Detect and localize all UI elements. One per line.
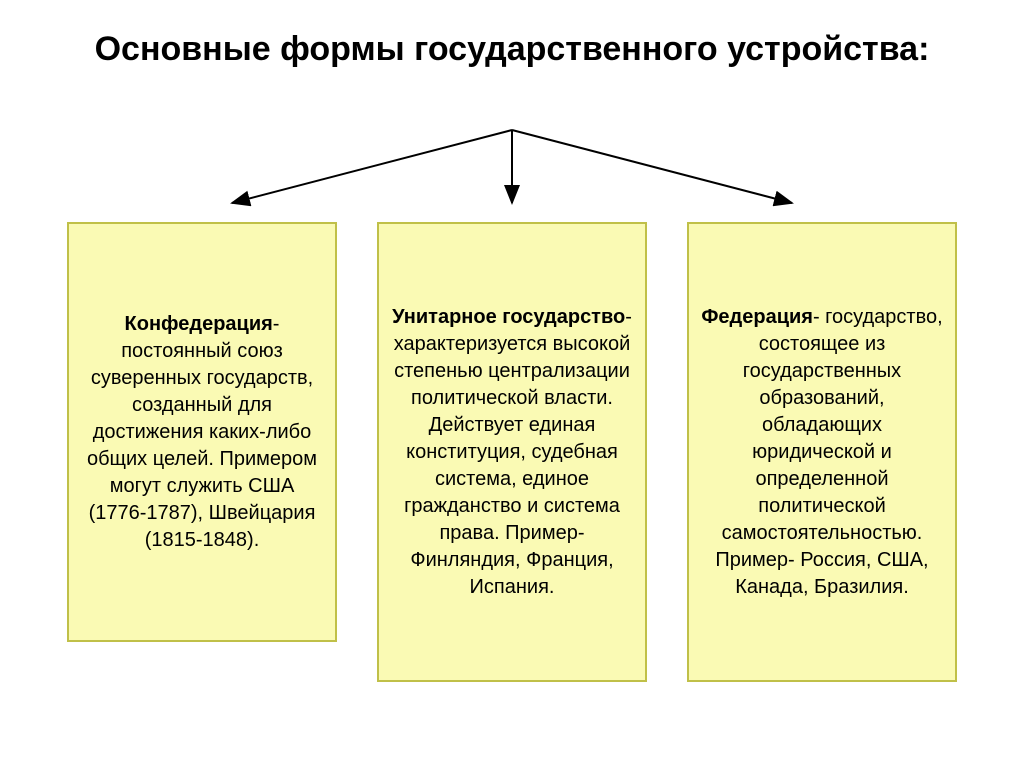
box-content: Конфедерация- постоянный союз суверенных…	[79, 311, 325, 554]
definition-unitary: - характеризуется высокой степенью центр…	[394, 306, 632, 598]
box-unitary: Унитарное государство- характеризуется в…	[377, 222, 647, 682]
definition-federation: - государство, состоящее из государствен…	[715, 306, 942, 598]
term-unitary: Унитарное государство	[392, 306, 625, 328]
boxes-container: Конфедерация- постоянный союз суверенных…	[0, 222, 1024, 682]
diagram-title: Основные формы государственного устройст…	[0, 0, 1024, 71]
definition-confederation: - постоянный союз суверенных государств,…	[87, 313, 317, 551]
arrows-svg	[112, 125, 912, 215]
box-confederation: Конфедерация- постоянный союз суверенных…	[67, 222, 337, 642]
box-content: Унитарное государство- характеризуется в…	[389, 304, 635, 601]
arrow-right	[512, 130, 792, 203]
box-federation: Федерация- государство, состоящее из гос…	[687, 222, 957, 682]
box-content: Федерация- государство, состоящее из гос…	[699, 304, 945, 601]
term-confederation: Конфедерация	[125, 313, 273, 335]
term-federation: Федерация	[701, 306, 813, 328]
arrow-left	[232, 130, 512, 203]
